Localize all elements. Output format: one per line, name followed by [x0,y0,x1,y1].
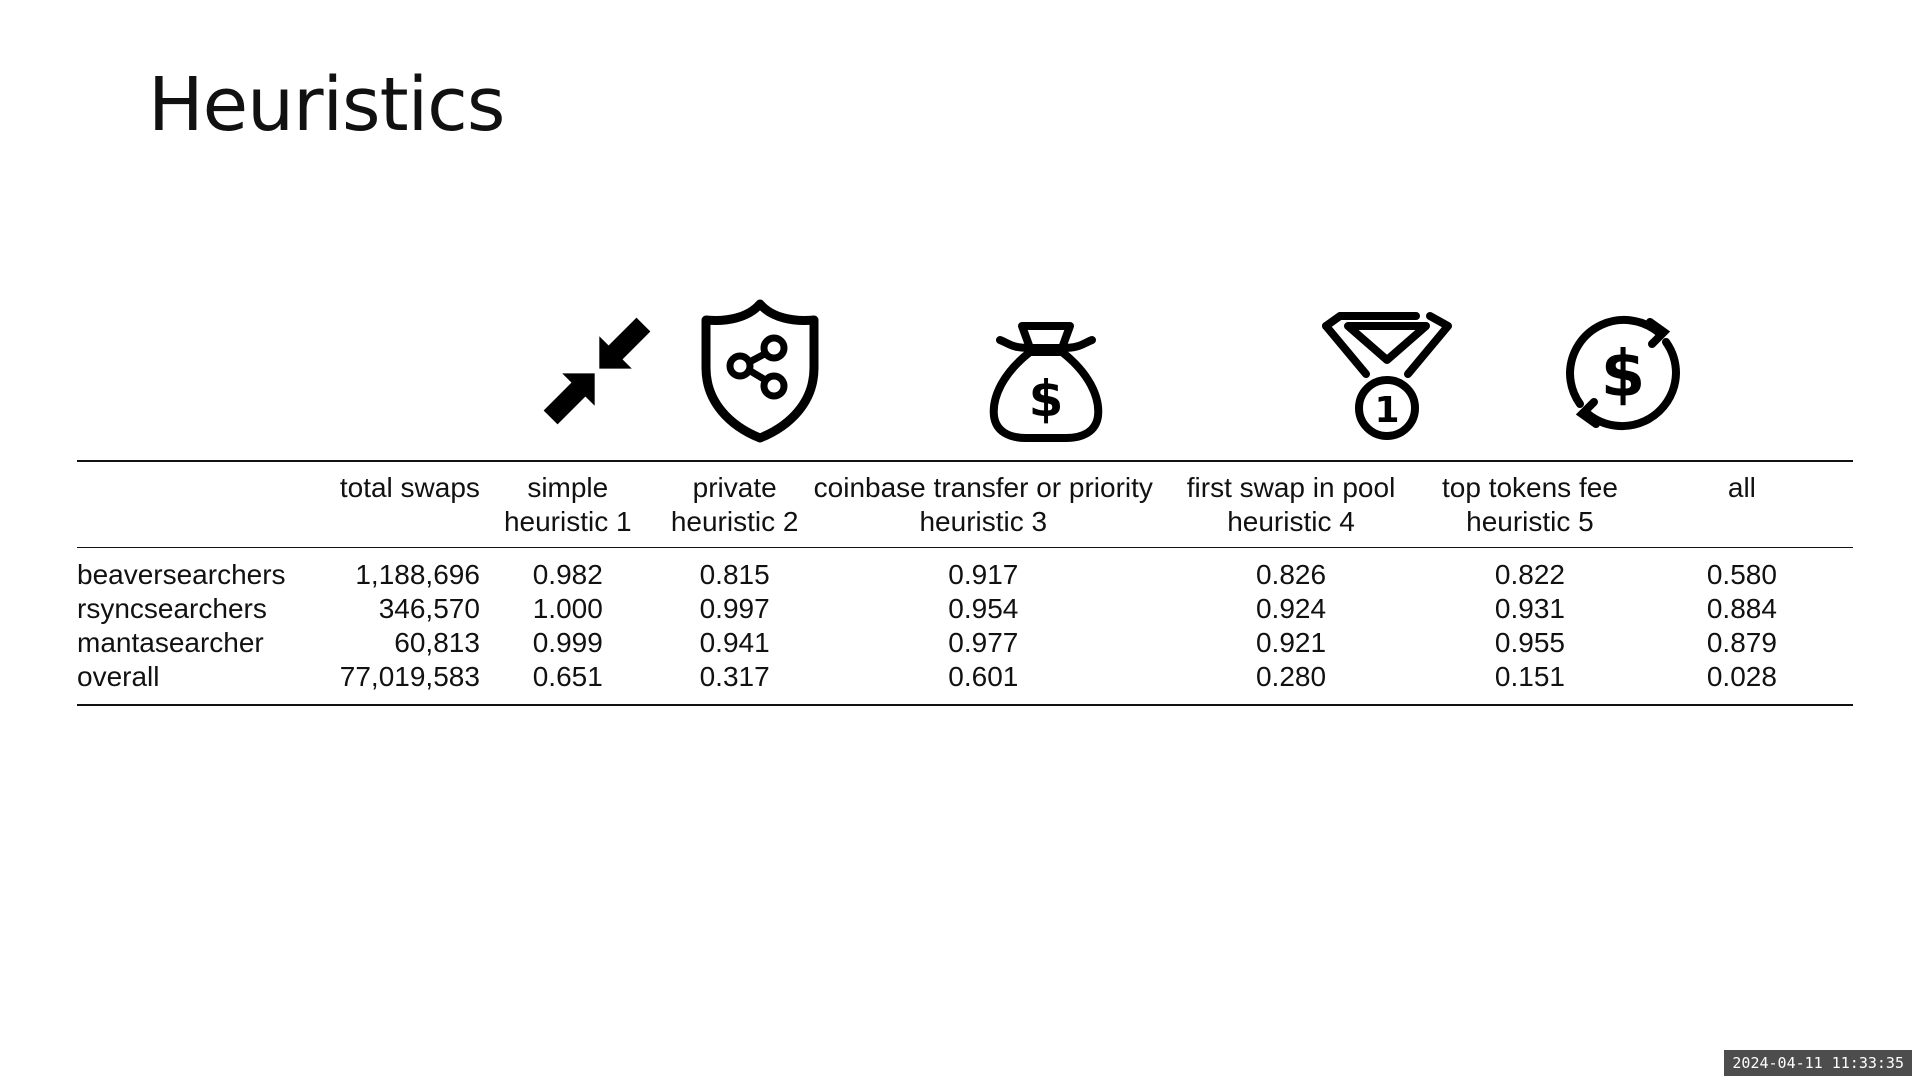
cell-heuristic-4: 0.826 [1255,559,1327,590]
row-name: overall [77,661,160,692]
header-row-label [77,461,305,548]
header-total-swaps: total swaps [305,461,480,548]
cell-all: 0.884 [1706,593,1777,624]
svg-text:1: 1 [1374,390,1399,431]
cell-heuristic-4: 0.280 [1255,661,1327,692]
cell-heuristic-4: 0.921 [1255,627,1327,658]
cell-all: 0.028 [1706,661,1777,692]
header-heuristic-1-line2: heuristic 1 [503,506,632,537]
header-heuristic-4-line1: first swap in pool [1186,472,1396,503]
svg-text:$: $ [1029,370,1064,428]
cell-heuristic-1: 1.000 [532,593,603,624]
cell-heuristic-5: 0.822 [1494,559,1565,590]
cell-heuristic-5: 0.931 [1494,593,1565,624]
shrink-arrows-icon [539,313,655,429]
cell-heuristic-1: 0.999 [532,627,603,658]
row-name: rsyncsearchers [77,593,267,624]
cell-total-swaps: 77,019,583 [339,661,480,692]
table-header-row: total swaps simple heuristic 1 private h… [77,461,1853,548]
table-row: rsyncsearchers 346,570 1.000 0.997 0.954… [77,592,1853,626]
shield-share-icon [698,298,822,443]
header-heuristic-3: coinbase transfer or priority heuristic … [814,461,1153,548]
cell-heuristic-4: 0.924 [1255,593,1327,624]
cell-heuristic-2: 0.815 [699,559,770,590]
header-heuristic-2-line2: heuristic 2 [670,506,799,537]
header-total-swaps-label: total swaps [339,472,480,503]
cell-total-swaps: 1,188,696 [355,559,480,590]
header-heuristic-2-line1: private [692,472,777,503]
cell-total-swaps: 346,570 [378,593,480,624]
cell-heuristic-3: 0.954 [948,593,1019,624]
timestamp-badge: 2024-04-11 11:33:35 [1724,1050,1912,1076]
dollar-refresh-icon: $ [1560,310,1686,436]
header-all-label: all [1727,472,1756,503]
row-name: mantasearcher [77,627,264,658]
table-row: mantasearcher 60,813 0.999 0.941 0.977 0… [77,626,1853,660]
header-heuristic-5-line1: top tokens fee [1441,472,1618,503]
cell-heuristic-3: 0.601 [948,661,1019,692]
header-heuristic-3-line1: coinbase transfer or priority [813,472,1153,503]
svg-text:$: $ [1601,338,1646,412]
cell-total-swaps: 60,813 [394,627,480,658]
cell-heuristic-5: 0.955 [1494,627,1565,658]
header-heuristic-2: private heuristic 2 [656,461,814,548]
header-heuristic-1: simple heuristic 1 [480,461,656,548]
header-all: all [1631,461,1853,548]
medal-icon: 1 [1320,312,1454,442]
cell-heuristic-3: 0.917 [948,559,1019,590]
heuristics-table: total swaps simple heuristic 1 private h… [77,460,1853,706]
cell-heuristic-2: 0.317 [699,661,770,692]
header-heuristic-1-line1: simple [527,472,609,503]
table-row: overall 77,019,583 0.651 0.317 0.601 0.2… [77,660,1853,705]
cell-all: 0.580 [1706,559,1777,590]
cell-heuristic-5: 0.151 [1494,661,1565,692]
cell-heuristic-3: 0.977 [948,627,1019,658]
table-row: beaversearchers 1,188,696 0.982 0.815 0.… [77,548,1853,593]
cell-heuristic-1: 0.651 [532,661,603,692]
money-bag-icon: $ [986,318,1106,444]
header-heuristic-4: first swap in pool heuristic 4 [1153,461,1429,548]
cell-heuristic-2: 0.941 [699,627,770,658]
cell-heuristic-1: 0.982 [532,559,603,590]
row-name: beaversearchers [77,559,286,590]
header-heuristic-5-line2: heuristic 5 [1466,506,1594,537]
header-heuristic-4-line2: heuristic 4 [1227,506,1355,537]
cell-all: 0.879 [1706,627,1777,658]
slide-title: Heuristics [148,62,505,148]
header-heuristic-3-line2: heuristic 3 [919,506,1048,537]
header-heuristic-5: top tokens fee heuristic 5 [1429,461,1631,548]
cell-heuristic-2: 0.997 [699,593,770,624]
